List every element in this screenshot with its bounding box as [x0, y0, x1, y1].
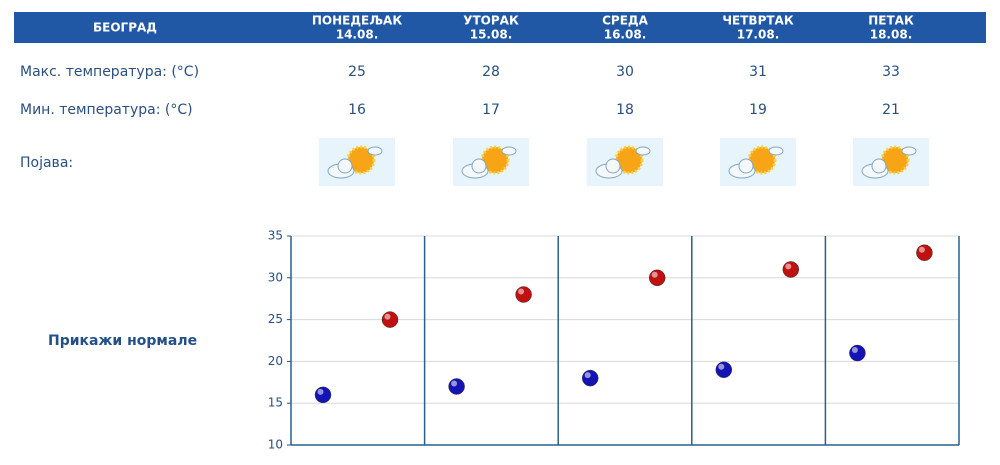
row-label: Макс. температура: (°C)	[20, 64, 199, 80]
day-date: 15.08.	[470, 28, 513, 42]
point	[715, 361, 733, 379]
cloud-small	[768, 146, 784, 156]
day-date: 16.08.	[604, 28, 647, 42]
day-name: СРЕДА	[602, 14, 648, 28]
point	[916, 244, 933, 261]
weather-icon	[720, 138, 796, 186]
point-highlight	[518, 288, 525, 295]
show-normals-link[interactable]: Прикажи нормале	[48, 333, 197, 349]
point-highlight	[317, 388, 324, 395]
day-date: 14.08.	[336, 28, 379, 42]
point	[648, 269, 666, 287]
temp-value: 16	[348, 102, 366, 118]
point-highlight	[851, 347, 858, 354]
day-name: ЧЕТВРТАК	[722, 14, 793, 28]
temp-value: 18	[616, 102, 634, 118]
point	[314, 386, 332, 404]
point	[782, 261, 800, 278]
temp-value: 25	[348, 64, 366, 80]
row-label: Мин. температура: (°C)	[20, 102, 193, 118]
day-name: ПОНЕДЕЉАК	[312, 14, 403, 28]
weather-icon	[453, 138, 529, 186]
temp-value: 19	[749, 102, 767, 118]
day-date: 17.08.	[737, 28, 780, 42]
temp-value: 21	[882, 102, 900, 118]
point-highlight	[785, 263, 792, 270]
cloud	[871, 158, 887, 174]
point	[849, 344, 866, 362]
y-tick-label: 15	[268, 396, 283, 410]
row-label: Појава:	[20, 155, 73, 171]
weather-icon	[587, 138, 663, 186]
point	[581, 369, 599, 387]
point-highlight	[718, 363, 725, 370]
y-tick-label: 10	[268, 438, 283, 452]
point-highlight	[651, 271, 658, 278]
y-tick-label: 25	[268, 312, 283, 326]
y-tick-label: 20	[268, 354, 283, 368]
point	[381, 311, 399, 328]
temp-value: 17	[482, 102, 500, 118]
city: БЕОГРАД	[93, 21, 157, 35]
day-name: УТОРАК	[463, 14, 519, 28]
cloud	[337, 158, 353, 174]
point	[515, 286, 532, 303]
cloud	[471, 158, 487, 174]
temp-value: 30	[616, 64, 634, 80]
cloud-small	[501, 146, 517, 156]
point-highlight	[384, 313, 391, 320]
day-date: 18.08.	[870, 28, 913, 42]
day-name: ПЕТАК	[868, 14, 914, 28]
header-bar	[14, 12, 986, 43]
point-highlight	[918, 246, 925, 253]
cloud-small	[901, 146, 917, 156]
temp-value: 28	[482, 64, 500, 80]
temp-value: 33	[882, 64, 900, 80]
y-tick-label: 35	[268, 229, 283, 243]
temp-value: 31	[749, 64, 767, 80]
weather-icon	[319, 138, 395, 186]
weather-icon	[853, 138, 929, 186]
point	[448, 378, 465, 395]
point-highlight	[584, 372, 591, 379]
cloud-small	[367, 146, 383, 156]
point-highlight	[451, 380, 458, 387]
cloud-small	[635, 146, 651, 156]
y-tick-label: 30	[268, 270, 283, 284]
cloud	[605, 158, 621, 174]
cloud	[738, 158, 754, 174]
